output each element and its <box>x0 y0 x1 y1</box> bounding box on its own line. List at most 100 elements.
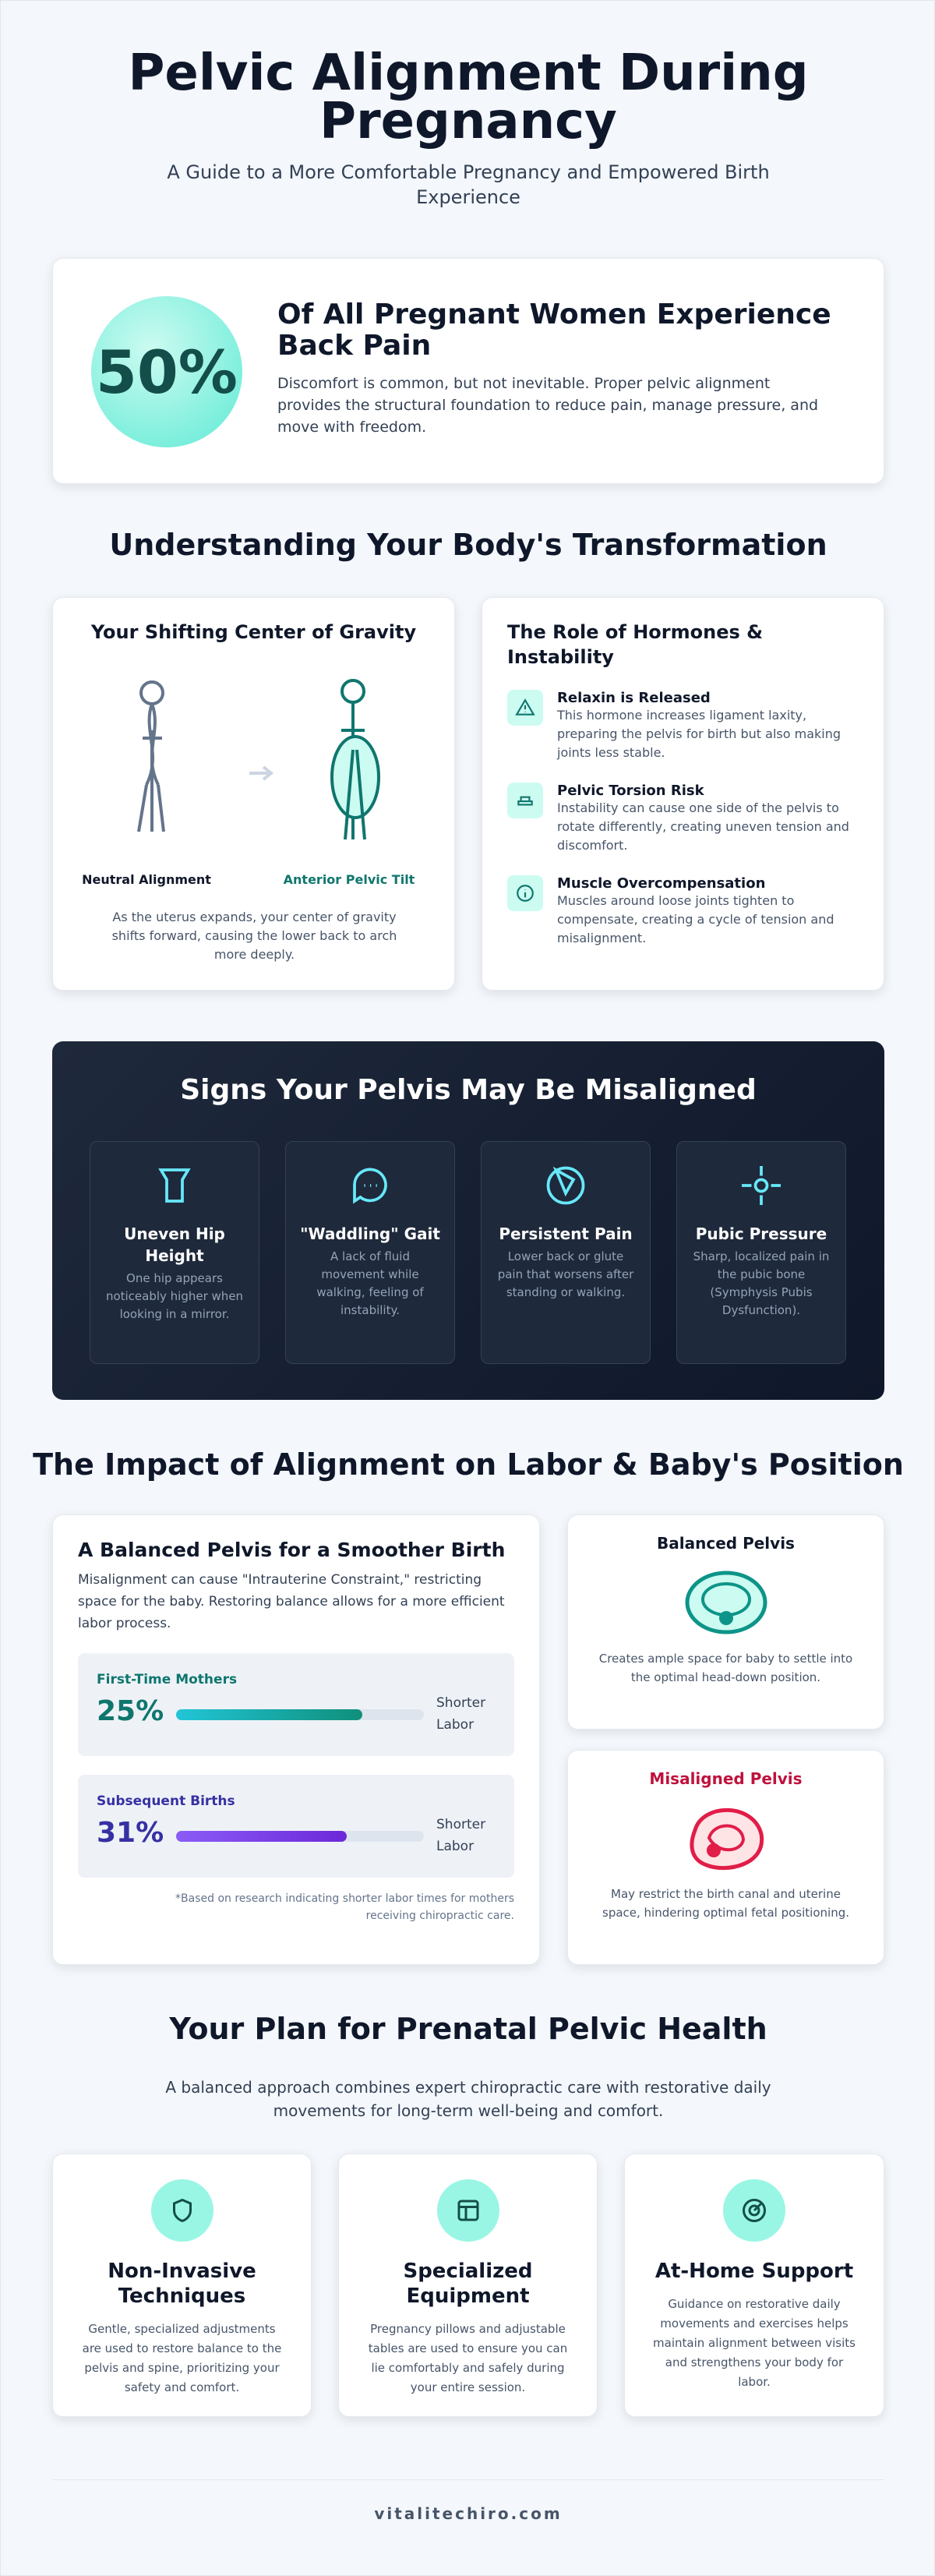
hormone-item: Muscle Overcompensation Muscles around lo… <box>507 875 859 948</box>
plan-text: Pregnancy pillows and adjustable tables … <box>368 2322 568 2394</box>
icon <box>723 2179 785 2242</box>
sign-title: Pubic Pressure <box>695 1224 827 1243</box>
card-text: May restrict the birth canal and uterine… <box>602 1887 849 1920</box>
card-text: Creates ample space for baby to settle i… <box>598 1652 853 1684</box>
stat-label: Subsequent Births <box>97 1793 235 1809</box>
plan-text: Guidance on restorative daily movements … <box>653 2297 856 2389</box>
icon-shape <box>753 1178 769 1193</box>
item-title: Relaxin is Released <box>557 690 711 706</box>
item-text: Instability can cause one side of the pe… <box>557 800 849 853</box>
bar-track <box>176 1709 424 1720</box>
icon-shape <box>517 885 534 902</box>
section-title: Signs Your Pelvis May Be Misaligned <box>180 1074 757 1106</box>
item-title: Pelvic Torsion Risk <box>557 783 704 799</box>
stat-value: 25% <box>97 1695 164 1727</box>
icon-shape <box>685 1571 767 1634</box>
section-title: Your Plan for Prenatal Pelvic Health <box>169 2012 767 2046</box>
icon-shape <box>458 2206 478 2220</box>
pelvis-icon <box>685 1571 767 1634</box>
subtitle: A Guide to a More Comfortable Pregnancy … <box>167 161 770 208</box>
icon-shape <box>742 1166 781 1205</box>
icon-shape <box>748 2204 760 2217</box>
icon <box>507 875 543 911</box>
misaligned-card: Misaligned Pelvis May restrict the birth… <box>567 1750 884 1965</box>
sign-text: A lack of fluid movement while walking, … <box>316 1249 424 1317</box>
section-title: Understanding Your Body's Transformation <box>109 528 827 562</box>
sign-text: One hip appears noticeably higher when l… <box>105 1271 244 1321</box>
gravity-card: Your Shifting Center of Gravity Neutral … <box>52 597 455 991</box>
hormone-item: Relaxin is Released This hormone increase… <box>507 690 859 762</box>
bar-fill <box>176 1709 362 1720</box>
icon-shape <box>743 2199 766 2222</box>
stat-value: 31% <box>97 1817 164 1849</box>
sign-title: Persistent Pain <box>499 1224 633 1243</box>
icon <box>507 783 543 818</box>
header: Pelvic Alignment During Pregnancy A Guid… <box>118 44 819 210</box>
sign-card: Pubic Pressure Sharp, localized pain in t… <box>676 1141 846 1364</box>
icon <box>353 1168 387 1204</box>
card-title: Your Shifting Center of Gravity <box>90 621 417 643</box>
sign-title: Uneven Hip Height <box>124 1224 225 1265</box>
icon-svg <box>515 698 535 716</box>
icon-shape: Pelvic Torsion Risk Instability can cause… <box>557 783 859 855</box>
footnote: *Based on research indicating shorter la… <box>175 1892 514 1922</box>
card-title: Balanced Pelvis <box>657 1534 795 1553</box>
item-text: Muscles around loose joints tighten to c… <box>557 893 834 945</box>
icon-shape <box>718 1611 733 1625</box>
icon <box>507 690 543 726</box>
sign-card: Persistent Pain Lower back or glute pain … <box>481 1141 651 1364</box>
signs-panel: Signs Your Pelvis May Be Misaligned Unev… <box>52 1041 884 1400</box>
stat-box: First-Time Mothers 25% Shorter Labor <box>78 1653 514 1756</box>
icon-shape <box>689 1807 764 1871</box>
plan-title: Non-Invasive Techniques <box>108 2260 256 2308</box>
icon-shape <box>340 679 365 704</box>
plan-card: At-Home Support Guidance on restorative d… <box>624 2154 884 2417</box>
label-tilt: Anterior Pelvic Tilt <box>283 872 415 887</box>
plan-card: Specialized Equipment Pregnancy pillows a… <box>338 2154 598 2417</box>
sign-title: "Waddling" Gait <box>300 1224 440 1243</box>
hormone-item: Pelvic Torsion Risk Instability can cause… <box>507 783 859 855</box>
icon-svg <box>517 796 533 806</box>
stat-text: Discomfort is common, but not inevitable… <box>277 375 819 436</box>
icon-shape: Muscle Overcompensation Muscles around lo… <box>557 875 859 948</box>
icon-shape <box>753 2202 763 2212</box>
stat-value: 50% <box>91 296 242 447</box>
bar-track <box>176 1831 424 1842</box>
title: Pelvic Alignment During Pregnancy <box>128 44 809 150</box>
icon-shape <box>137 703 165 832</box>
pelvis-icon <box>689 1807 764 1871</box>
card-text: Misalignment can cause "Intrauterine Con… <box>78 1572 505 1631</box>
icon-shape <box>353 1168 387 1204</box>
stat-note: Shorter Labor <box>436 1817 486 1854</box>
sign-card: Uneven Hip Height One hip appears noticea… <box>90 1141 259 1364</box>
section-subtitle: A balanced approach combines expert chir… <box>165 2078 771 2120</box>
icon-shape <box>137 680 165 832</box>
icon-shape <box>330 679 380 840</box>
divider <box>52 2479 884 2480</box>
balanced-card: Balanced Pelvis Creates ample space for … <box>567 1514 884 1730</box>
card-title: The Role of Hormones & Instability <box>507 621 764 668</box>
icon-shape <box>172 2198 192 2223</box>
icon-shape <box>552 1166 576 1197</box>
icon-shape <box>457 2200 478 2221</box>
footer-site: vitalitechiro.com <box>374 2504 563 2523</box>
stat-box: Subsequent Births 31% Shorter Labor <box>78 1775 514 1878</box>
plan-title: Specialized Equipment <box>403 2260 533 2308</box>
icon-shape: Relaxin is Released This hormone increase… <box>557 690 859 762</box>
plan-title: At-Home Support <box>654 2260 854 2283</box>
plan-text: Gentle, specialized adjustments are used… <box>82 2322 282 2394</box>
item-text: This hormone increases ligament laxity, … <box>557 708 841 760</box>
icon <box>546 1166 585 1205</box>
stat-note: Shorter Labor <box>436 1695 486 1733</box>
icon-shape <box>344 749 366 840</box>
icon-svg <box>457 2200 478 2221</box>
item-title: Muscle Overcompensation <box>557 875 766 892</box>
icon <box>150 2179 213 2242</box>
icon-shape <box>515 698 535 716</box>
card-title: A Balanced Pelvis for a Smoother Birth <box>78 1539 506 1561</box>
stat-label: First-Time Mothers <box>97 1672 238 1687</box>
icon-shape <box>706 1843 721 1857</box>
icon-shape <box>546 1166 585 1205</box>
icon-shape <box>158 1168 191 1203</box>
